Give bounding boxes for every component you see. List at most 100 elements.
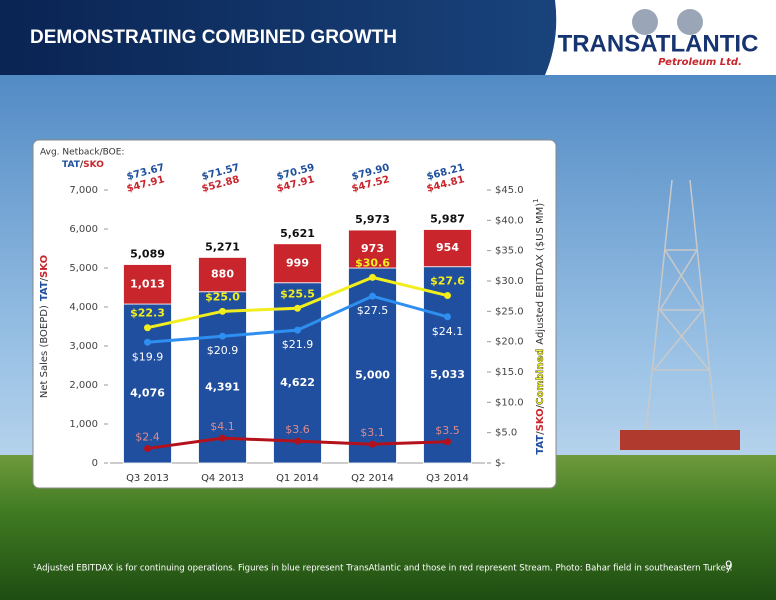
line-value-label: $3.6 [285, 423, 310, 436]
bar [273, 243, 322, 284]
y-tick-label: 2,000 [69, 380, 98, 391]
netback-legend-part: TAT [62, 160, 81, 170]
line-value-label: $30.6 [355, 256, 390, 269]
y2-tick-label: $15.0 [495, 367, 524, 378]
y2-tick-label: $30.0 [495, 276, 524, 287]
line-point [444, 313, 451, 321]
line-value-label: $4.1 [210, 420, 235, 433]
line-value-label: $27.6 [430, 275, 465, 288]
y-axis-title-part: TAT [39, 281, 50, 301]
bar-value-label: 4,391 [205, 380, 240, 393]
y-tick-label: 4,000 [69, 302, 98, 313]
line-value-label: $21.9 [282, 338, 314, 351]
total-label: 5,987 [430, 213, 465, 226]
line-value-label: $3.1 [360, 426, 385, 439]
bar-value-label: 5,000 [355, 369, 390, 382]
total-label: 5,089 [130, 248, 165, 261]
y2-tick-label: $20.0 [495, 337, 524, 348]
y2-tick-label: $10.0 [495, 397, 524, 408]
x-tick-label: Q3 2014 [426, 473, 469, 484]
line-point [294, 437, 301, 445]
footnote: ¹Adjusted EBITDAX is for continuing oper… [33, 564, 732, 574]
line-value-label: $24.1 [432, 325, 464, 338]
line-point [294, 326, 301, 334]
line-value-label: $3.5 [435, 424, 460, 437]
y-tick-label: 3,000 [69, 341, 98, 352]
page-number: 9 [725, 559, 733, 573]
logo-globe [677, 9, 703, 35]
y2-tick-label: $- [495, 458, 505, 469]
x-tick-label: Q3 2013 [126, 473, 169, 484]
line-point [219, 434, 226, 442]
y2-axis-title: TAT/SKO/CombinedAdjusted EBITDAX ($US MM… [532, 198, 546, 454]
netback-legend-part: SKO [83, 160, 104, 170]
line-point [219, 332, 226, 340]
y2-axis-title-note: 1 [532, 198, 540, 202]
y2-axis-title-part: Combined [535, 349, 546, 405]
line-point [219, 307, 226, 315]
bar [423, 266, 472, 464]
bar-value-label: 1,013 [130, 277, 165, 290]
line-point [369, 273, 376, 281]
line-point [144, 338, 151, 346]
line-point [369, 440, 376, 448]
bar-value-label: 4,622 [280, 376, 315, 389]
y2-axis-title-part: / [535, 404, 546, 408]
y-axis-title-part: SKO [39, 255, 50, 278]
bar-value-label: 999 [286, 256, 309, 269]
y-tick-label: 6,000 [69, 224, 98, 235]
bar-value-label: 880 [211, 268, 234, 281]
line-value-label: $20.9 [207, 344, 239, 357]
y-axis-title-part: Net Sales (BOEPD) [39, 305, 50, 398]
y2-axis-title-part: TAT [535, 435, 546, 455]
line-point [444, 438, 451, 446]
y2-tick-label: $5.0 [495, 428, 517, 439]
y-tick-label: 0 [92, 458, 98, 469]
y-axis-title: Net Sales (BOEPD) TAT/SKO [39, 255, 50, 398]
total-label: 5,621 [280, 227, 315, 240]
total-label: 5,973 [355, 213, 390, 226]
y2-tick-label: $40.0 [495, 215, 524, 226]
y-axis-title-part: / [39, 277, 50, 281]
derrick [620, 179, 740, 450]
y-tick-label: 7,000 [69, 185, 98, 196]
line-value-label: $22.3 [130, 307, 165, 320]
line-point [369, 292, 376, 300]
netback-legend: TAT/SKO [62, 160, 104, 170]
logo-globe [632, 9, 658, 35]
logo-tagline: Petroleum Ltd. [658, 57, 742, 68]
netback-title: Avg. Netback/BOE: [40, 148, 124, 158]
bar-value-label: 4,076 [130, 387, 165, 400]
bar-value-label: 973 [361, 242, 384, 255]
line-value-label: $2.4 [135, 430, 160, 443]
total-label: 5,271 [205, 240, 240, 253]
bar [198, 291, 247, 464]
slide-title: DEMONSTRATING COMBINED GROWTH [30, 27, 397, 48]
bar [423, 229, 472, 268]
y-tick-label: 1,000 [69, 419, 98, 430]
bar [348, 229, 397, 269]
line-value-label: $19.9 [132, 350, 164, 363]
line-point [294, 304, 301, 312]
line-point [144, 444, 151, 452]
logo-box [545, 0, 776, 75]
bar [123, 264, 172, 305]
bar-value-label: 5,033 [430, 368, 465, 381]
logo-name: TRANSATLANTIC [558, 30, 759, 57]
bar [198, 257, 247, 293]
x-tick-label: Q2 2014 [351, 473, 394, 484]
bar [273, 282, 322, 464]
line-value-label: $25.5 [280, 287, 315, 300]
line-point [444, 292, 451, 300]
y2-axis-title-part: / [535, 431, 546, 435]
y-tick-label: 5,000 [69, 263, 98, 274]
y2-tick-label: $25.0 [495, 306, 524, 317]
line-point [144, 324, 151, 332]
netback-legend-part: / [80, 160, 84, 170]
x-tick-label: Q1 2014 [276, 473, 319, 484]
line-value-label: $27.5 [357, 304, 389, 317]
line-value-label: $25.0 [205, 290, 240, 303]
y2-tick-label: $45.0 [495, 185, 524, 196]
